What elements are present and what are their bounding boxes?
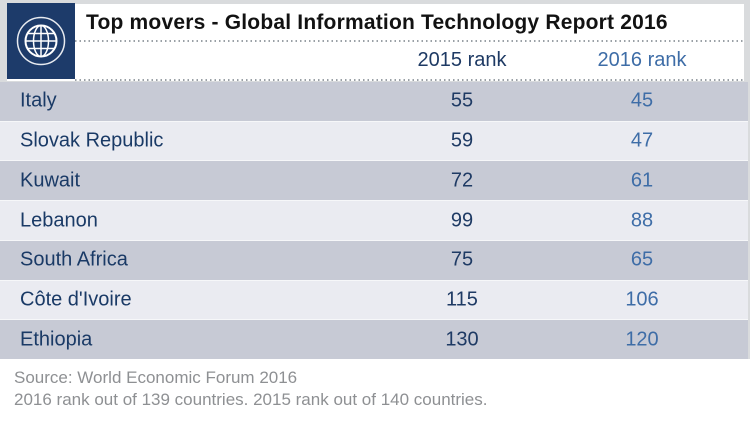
table-row-south-africa: South Africa 75 65 xyxy=(0,240,748,281)
page-title: Top movers - Global Information Technolo… xyxy=(86,11,668,34)
table-row-cote-divoire: Côte d'Ivoire 115 106 xyxy=(0,280,748,321)
table-row-lebanon: Lebanon 99 88 xyxy=(0,201,748,241)
logo-badge xyxy=(7,3,75,79)
column-header-2015-rank: 2015 rank xyxy=(417,49,507,71)
header-divider xyxy=(75,79,744,81)
table-row-italy: Italy 55 45 xyxy=(0,82,748,122)
note-text: 2016 rank out of 139 countries. 2015 ran… xyxy=(14,390,488,409)
rank-2016-value: 65 xyxy=(630,248,654,271)
rank-2015-value: 72 xyxy=(450,169,474,192)
globe-icon xyxy=(16,16,66,66)
table-row-ethiopia: Ethiopia 130 120 xyxy=(0,320,748,360)
country-label: Slovak Republic xyxy=(20,129,164,152)
rank-2015-value: 75 xyxy=(450,248,474,271)
rank-2015-value: 99 xyxy=(450,209,474,232)
column-header-2016-rank: 2016 rank xyxy=(597,49,687,71)
table-row-kuwait: Kuwait 72 61 xyxy=(0,161,748,202)
table-body: Italy 55 45 Slovak Republic 59 47 Kuwait… xyxy=(0,82,748,360)
source-text: Source: World Economic Forum 2016 xyxy=(14,368,298,387)
rank-2015-value: 59 xyxy=(450,129,474,152)
rank-2016-value: 120 xyxy=(625,328,659,351)
rank-2015-value: 115 xyxy=(446,288,478,311)
country-label: Kuwait xyxy=(20,169,81,192)
country-label: Ethiopia xyxy=(20,328,93,351)
country-label: Côte d'Ivoire xyxy=(20,288,132,311)
rank-2016-value: 45 xyxy=(630,89,654,112)
rank-2015-value: 55 xyxy=(450,89,474,112)
rank-2016-value: 61 xyxy=(630,169,654,192)
country-label: Lebanon xyxy=(20,209,98,232)
country-label: South Africa xyxy=(20,248,128,271)
rank-2016-value: 106 xyxy=(625,288,659,311)
header-panel xyxy=(7,4,744,81)
rank-2015-value: 130 xyxy=(445,328,479,351)
table-row-slovak-republic: Slovak Republic 59 47 xyxy=(0,121,748,162)
country-label: Italy xyxy=(20,89,57,112)
title-divider xyxy=(75,40,744,42)
footer: Source: World Economic Forum 2016 2016 r… xyxy=(0,359,750,421)
rank-2016-value: 47 xyxy=(630,129,654,152)
rank-2016-value: 88 xyxy=(630,209,654,232)
